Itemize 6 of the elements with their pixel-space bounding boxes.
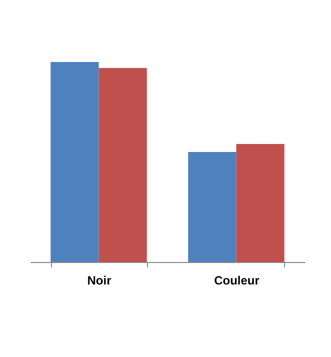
bar bbox=[236, 144, 284, 262]
x-tick-label: Noir bbox=[87, 274, 112, 288]
x-tick-label: Couleur bbox=[214, 274, 260, 288]
bar bbox=[188, 152, 236, 262]
bar bbox=[50, 62, 99, 262]
bar bbox=[98, 68, 147, 262]
